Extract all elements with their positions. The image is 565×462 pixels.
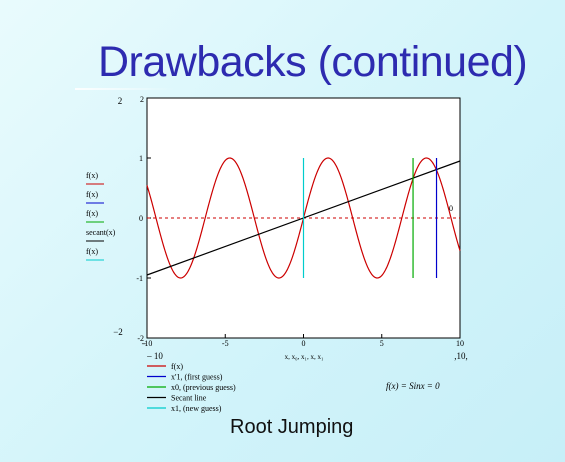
x-tick-label: -10 — [142, 339, 153, 348]
x-tick-label: 5 — [380, 339, 384, 348]
outer-x-label-right: ,10, — [454, 351, 468, 361]
legend-item: f(x) — [171, 362, 183, 371]
outer-x-label-left: – 10 — [146, 351, 163, 361]
x-tick-label: 0 — [302, 339, 306, 348]
plot-annotation: 0 — [449, 204, 453, 213]
outer-y-label-bottom: −2 — [113, 327, 123, 337]
plot-marks: -10 -5 0 5 10-101-22- — [136, 95, 464, 348]
x-limit-label: - — [143, 339, 146, 348]
y-label-entry: f(x) — [86, 190, 98, 199]
y-tick-label: 1 — [139, 154, 143, 163]
x-tick-label: -5 — [222, 339, 229, 348]
y-limit-label: 2 — [140, 95, 144, 104]
x-tick-label: 10 — [456, 339, 464, 348]
title-underline — [75, 88, 175, 90]
y-tick-label: -1 — [136, 274, 143, 283]
y-label-entry: f(x) — [86, 171, 98, 180]
x-axis-label: x, x₀, x₁, x, x₁ — [285, 353, 324, 361]
legend-item: Secant line — [171, 394, 207, 403]
y-label-entry: secant(x) — [86, 228, 116, 237]
y-tick-label: 0 — [139, 214, 143, 223]
figure-caption: Root Jumping — [230, 416, 354, 438]
y-label-entry: f(x) — [86, 209, 98, 218]
equation: f(x) = Sinx = 0 — [386, 381, 440, 391]
legend-item: x'1, (first guess) — [171, 373, 223, 382]
legend-item: x1, (new guess) — [171, 404, 222, 413]
slide-title: Drawbacks (continued) — [98, 38, 528, 86]
legend-item: x0, (previous guess) — [171, 383, 236, 392]
y-limit-label: -2 — [137, 334, 144, 343]
y-label-entry: f(x) — [86, 247, 98, 256]
legend: f(x) x'1, (first guess)x0, (previous gues… — [147, 362, 236, 413]
outer-y-label-top: 2 — [118, 96, 123, 106]
y-axis-label-stack: f(x) f(x) f(x) secant(x) f(x) — [86, 171, 116, 261]
